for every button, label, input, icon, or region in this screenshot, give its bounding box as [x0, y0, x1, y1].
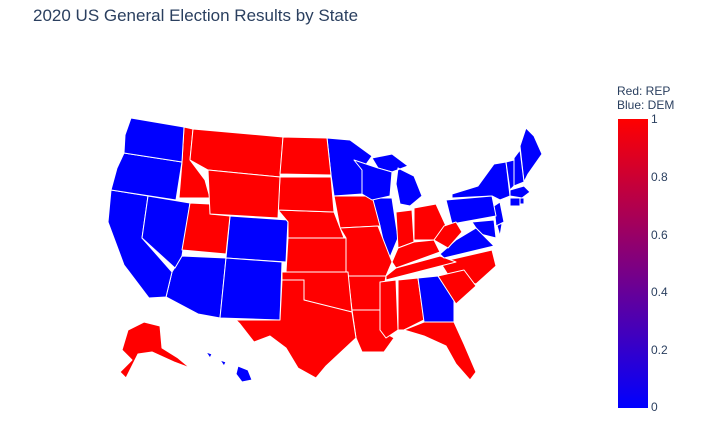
state-sd[interactable]: [277, 176, 335, 213]
colorbar-tick: 1: [651, 112, 658, 126]
state-co[interactable]: [225, 215, 289, 263]
state-ri[interactable]: [519, 197, 525, 205]
state-mi[interactable]: [371, 153, 423, 207]
state-fl[interactable]: [403, 321, 477, 381]
state-ia[interactable]: [333, 195, 381, 229]
state-sc[interactable]: [437, 269, 477, 305]
colorbar-tick: 0.6: [651, 228, 668, 242]
state-pa[interactable]: [445, 195, 497, 225]
colorbar-tick: 0.2: [651, 343, 668, 357]
state-wi[interactable]: [353, 159, 393, 201]
colorbar-title-line-2: Blue: DEM: [617, 98, 675, 112]
state-ma[interactable]: [509, 185, 531, 199]
state-nv[interactable]: [141, 195, 191, 269]
state-wy[interactable]: [207, 169, 281, 219]
colorbar-tick: 0: [651, 400, 658, 414]
state-ks[interactable]: [285, 237, 349, 273]
state-ct[interactable]: [509, 197, 521, 207]
chart-title: 2020 US General Election Results by Stat…: [33, 6, 359, 25]
state-ne[interactable]: [277, 209, 345, 239]
state-nj[interactable]: [493, 201, 505, 227]
state-mt[interactable]: [189, 128, 284, 178]
colorbar-title-line-1: Red: REP: [617, 84, 671, 98]
state-wa[interactable]: [123, 117, 185, 163]
state-ny[interactable]: [451, 161, 511, 201]
state-tn[interactable]: [385, 255, 457, 281]
state-nd[interactable]: [279, 136, 332, 176]
state-ms[interactable]: [379, 279, 399, 339]
state-ak[interactable]: [119, 321, 191, 379]
colorbar: [618, 119, 648, 408]
state-hi[interactable]: [205, 351, 253, 383]
state-tx[interactable]: [235, 279, 357, 379]
state-nm[interactable]: [219, 257, 283, 321]
colorbar-tick: 0.8: [651, 170, 668, 184]
colorbar-tick: 0.4: [651, 285, 668, 299]
state-wv[interactable]: [433, 221, 463, 249]
state-in[interactable]: [395, 209, 415, 249]
state-vt[interactable]: [505, 159, 515, 191]
